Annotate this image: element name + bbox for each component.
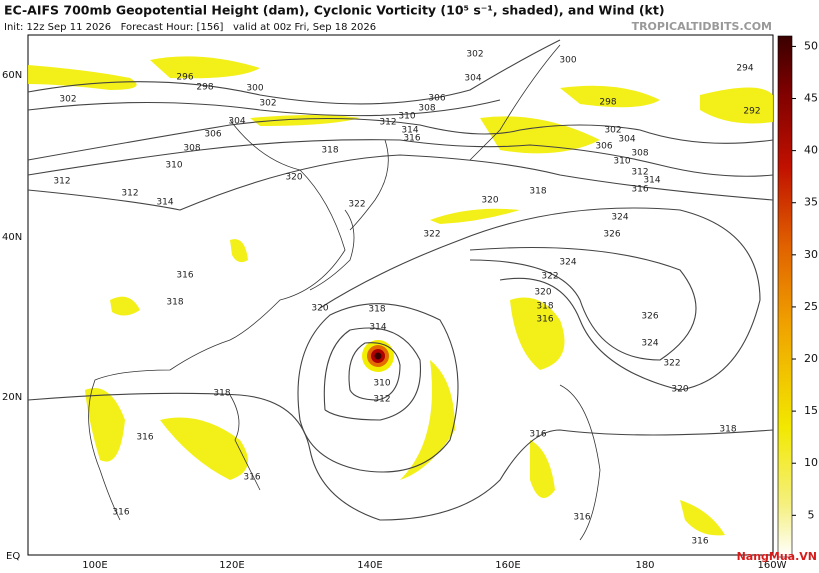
contour-label: 310 [373,379,390,389]
contour-label: 314 [369,323,386,333]
colorbar-tick-label: 10 [804,456,818,469]
contour-label: 312 [53,177,70,187]
contour-label: 316 [243,473,260,483]
contour-label: 326 [641,312,658,322]
colorbar-tick-label: 25 [804,300,818,313]
contour-label: 322 [348,200,365,210]
colorbar-tick-label: 30 [804,248,818,261]
lat-label: 60N [2,70,22,81]
lon-labels: 100E 120E 140E 160E 180 160W [82,560,786,571]
lat-labels: 60N 40N 20N EQ [2,70,22,562]
colorbar [777,35,793,558]
contour-label: 324 [641,339,658,349]
contour-label: 306 [595,142,612,152]
contour-label: 308 [183,144,200,154]
contour-label: 304 [228,117,245,127]
coastlines [88,44,601,541]
contour-label: 304 [618,135,635,145]
colorbar-tick-label: 40 [804,144,818,157]
lon-label: 100E [82,560,107,571]
contour-label: 316 [631,185,648,195]
contour-label: 322 [423,230,440,240]
contour-label: 316 [529,430,546,440]
contour-label: 318 [321,146,338,156]
title: EC-AIFS 700mb Geopotential Height (dam),… [4,3,665,18]
lat-label: 40N [2,232,22,243]
contour-label: 298 [599,98,616,108]
contour-label: 314 [156,198,173,208]
contour-label: 316 [403,134,420,144]
contour-label: 318 [166,298,183,308]
contour-label: 312 [121,189,138,199]
map-area [27,34,774,556]
contour-label: 318 [368,305,385,315]
lon-label: 160E [495,560,520,571]
contour-label: 308 [418,104,435,114]
contour-label: 322 [663,359,680,369]
contour-label: 294 [736,64,753,74]
lon-label: 120E [219,560,244,571]
vorticity-shading [28,56,773,536]
contour-label: 316 [691,537,708,547]
height-contours [27,39,774,521]
contour-label: 316 [136,433,153,443]
contour-label: 318 [536,302,553,312]
contour-label: 292 [743,107,760,117]
contour-label: 308 [631,149,648,159]
contour-label: 300 [559,56,576,66]
contour-label: 320 [481,196,498,206]
colorbar-tick-label: 45 [804,92,818,105]
watermark: NangMua.VN [737,550,817,563]
contour-label: 320 [671,385,688,395]
contour-label: 302 [466,50,483,60]
lon-label: 180 [635,560,654,571]
contour-label: 302 [604,126,621,136]
contour-label: 318 [213,389,230,399]
init-line: Init: 12z Sep 11 2026 Forecast Hour: [15… [4,22,376,33]
contour-label: 320 [285,173,302,183]
map-frame [27,34,774,556]
contour-label: 298 [196,83,213,93]
colorbar-tick-label: 5 [808,508,815,521]
contour-label: 296 [176,73,193,83]
lat-label: EQ [6,551,20,562]
contour-label: 304 [464,74,481,84]
contour-label: 316 [176,271,193,281]
colorbar-tick-label: 15 [804,404,818,417]
contour-label: 316 [112,508,129,518]
contour-labels: 296 298 300 302 302 304 306 308 310 312 … [53,50,760,547]
cyclone-core [362,340,394,372]
contour-label: 312 [373,395,390,405]
contour-label: 316 [573,513,590,523]
contour-label: 312 [631,168,648,178]
colorbar-tick-label: 35 [804,196,818,209]
contour-label: 306 [204,130,221,140]
contour-label: 324 [559,258,576,268]
contour-label: 324 [611,213,628,223]
lat-label: 20N [2,392,22,403]
contour-label: 314 [401,126,418,136]
contour-label: 326 [603,230,620,240]
contour-label: 318 [529,187,546,197]
colorbar-tick-label: 50 [804,39,818,52]
contour-label: 310 [398,112,415,122]
contour-label: 314 [643,176,660,186]
lon-label: 160W [758,560,787,571]
contour-label: 320 [534,288,551,298]
contour-label: 312 [379,118,396,128]
contour-label: 302 [59,95,76,105]
contour-label: 300 [246,84,263,94]
source: TROPICALTIDBITS.COM [632,20,772,33]
lon-label: 140E [357,560,382,571]
colorbar-tick-label: 20 [804,352,818,365]
contour-label: 318 [719,425,736,435]
contour-label: 302 [259,99,276,109]
contour-label: 306 [428,94,445,104]
contour-label: 320 [311,304,328,314]
contour-label: 310 [165,161,182,171]
contour-label: 310 [613,157,630,167]
contour-label: 316 [536,315,553,325]
contour-label: 322 [541,272,558,282]
